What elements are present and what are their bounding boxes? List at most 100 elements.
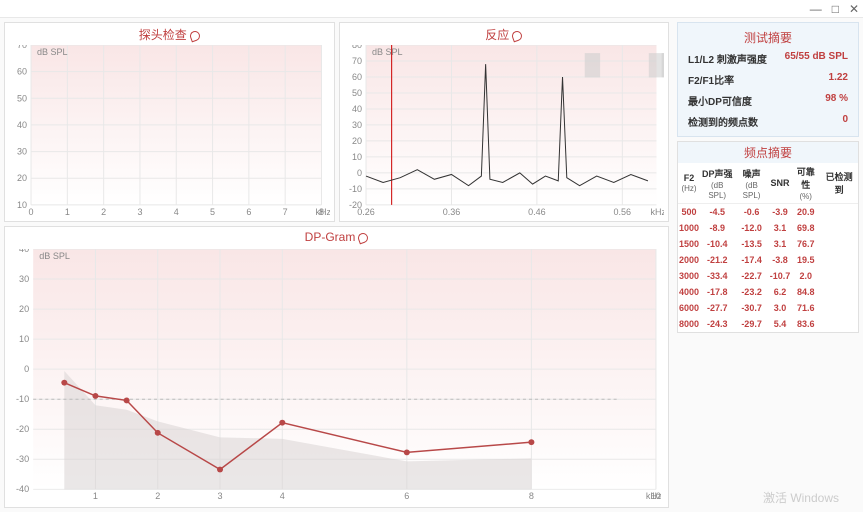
svg-text:0.36: 0.36	[442, 207, 460, 217]
freq-title: 频点摘要	[678, 142, 858, 163]
table-cell: -29.7	[734, 316, 768, 332]
test-summary-panel: 测试摘要 L1/L2 刺激声强度65/55 dB SPLF2/F1比率1.22最…	[677, 22, 859, 137]
svg-text:4: 4	[174, 207, 179, 217]
table-row: 8000-24.3-29.75.483.6	[678, 316, 858, 332]
svg-text:1: 1	[93, 491, 98, 501]
svg-text:2: 2	[101, 207, 106, 217]
svg-text:20: 20	[19, 304, 29, 314]
table-header: 噪声(dB SPL)	[734, 163, 768, 204]
dpgram-title: DP-Gram	[305, 230, 356, 244]
window-titlebar: — □ ✕	[0, 0, 863, 18]
table-cell: 69.8	[791, 220, 820, 236]
minimize-button[interactable]: —	[810, 2, 822, 16]
table-cell: 76.7	[791, 236, 820, 252]
freq-summary-panel: 频点摘要 F2(Hz)DP声强(dB SPL)噪声(dB SPL)SNR可靠性(…	[677, 141, 859, 333]
table-cell: 8000	[678, 316, 700, 332]
summary-row: F2/F1比率 1.22	[682, 69, 854, 90]
table-cell: 3.1	[769, 236, 792, 252]
svg-text:20: 20	[17, 173, 27, 183]
svg-text:8: 8	[529, 491, 534, 501]
table-cell	[820, 252, 858, 268]
svg-text:-30: -30	[16, 454, 29, 464]
summary-label: 检测到的频点数	[688, 114, 758, 129]
table-cell: -21.2	[700, 252, 734, 268]
summary-row: L1/L2 刺激声强度65/55 dB SPL	[682, 48, 854, 69]
table-cell: -3.9	[769, 204, 792, 221]
summary-label: L1/L2 刺激声强度	[688, 51, 767, 66]
table-cell: -4.5	[700, 204, 734, 221]
table-cell	[820, 204, 858, 221]
table-row: 1500-10.4-13.53.176.7	[678, 236, 858, 252]
svg-text:40: 40	[352, 104, 362, 114]
maximize-button[interactable]: □	[832, 2, 839, 16]
table-header: DP声强(dB SPL)	[700, 163, 734, 204]
table-cell: -17.8	[700, 284, 734, 300]
table-cell: -13.5	[734, 236, 768, 252]
svg-text:40: 40	[17, 120, 27, 130]
dpgram-ylabel: dB SPL	[39, 251, 70, 261]
svg-text:-40: -40	[16, 484, 29, 494]
probe-ylabel: dB SPL	[37, 47, 68, 57]
table-cell: 1500	[678, 236, 700, 252]
freq-table: F2(Hz)DP声强(dB SPL)噪声(dB SPL)SNR可靠性(%)已检测…	[678, 163, 858, 332]
table-row: 4000-17.8-23.26.284.8	[678, 284, 858, 300]
svg-text:60: 60	[17, 67, 27, 77]
ear-icon	[188, 29, 201, 42]
summary-label: F2/F1比率	[688, 72, 734, 87]
svg-text:0: 0	[29, 207, 34, 217]
table-header: 可靠性(%)	[791, 163, 820, 204]
svg-text:10: 10	[352, 152, 362, 162]
table-cell	[820, 284, 858, 300]
summary-label: 最小DP可信度	[688, 93, 752, 108]
summary-value: 98 %	[825, 93, 848, 108]
svg-text:50: 50	[352, 88, 362, 98]
svg-text:3: 3	[137, 207, 142, 217]
table-header: F2(Hz)	[678, 163, 700, 204]
probe-check-panel: 探头检查 10203040506070012345678 dB SPL kHz	[4, 22, 335, 222]
table-cell: -10.7	[769, 268, 792, 284]
svg-text:3: 3	[217, 491, 222, 501]
table-cell: 71.6	[791, 300, 820, 316]
svg-text:0: 0	[357, 168, 362, 178]
table-cell: 3000	[678, 268, 700, 284]
table-cell: -23.2	[734, 284, 768, 300]
table-cell: 19.5	[791, 252, 820, 268]
summary-value: 1.22	[829, 72, 848, 87]
ear-icon	[357, 231, 370, 244]
table-cell: 3.0	[769, 300, 792, 316]
dpgram-panel: DP-Gram -40-30-20-1001020304012346810 dB…	[4, 226, 669, 508]
response-ylabel: dB SPL	[372, 47, 403, 57]
summary-row: 最小DP可信度 98 %	[682, 90, 854, 111]
dpgram-xlabel: kHz	[646, 491, 662, 501]
table-cell	[820, 268, 858, 284]
response-title: 反应	[485, 28, 509, 42]
svg-text:80: 80	[352, 45, 362, 50]
svg-text:70: 70	[17, 45, 27, 50]
table-cell: 5.4	[769, 316, 792, 332]
svg-text:4: 4	[280, 491, 285, 501]
table-row: 3000-33.4-22.7-10.72.0	[678, 268, 858, 284]
table-cell: -22.7	[734, 268, 768, 284]
table-cell: -12.0	[734, 220, 768, 236]
close-button[interactable]: ✕	[849, 2, 859, 16]
table-cell: -8.9	[700, 220, 734, 236]
probe-xlabel: kHz	[315, 207, 329, 217]
table-cell	[820, 220, 858, 236]
svg-text:0.46: 0.46	[528, 207, 546, 217]
svg-text:30: 30	[17, 147, 27, 157]
svg-text:10: 10	[19, 334, 29, 344]
svg-text:70: 70	[352, 56, 362, 66]
svg-text:40: 40	[19, 249, 29, 254]
table-cell: 83.6	[791, 316, 820, 332]
table-cell: -30.7	[734, 300, 768, 316]
svg-text:60: 60	[352, 72, 362, 82]
summary-value: 0	[842, 114, 848, 129]
svg-text:50: 50	[17, 93, 27, 103]
table-cell: 20.9	[791, 204, 820, 221]
svg-text:0.56: 0.56	[613, 207, 631, 217]
table-cell: 4000	[678, 284, 700, 300]
table-cell	[820, 236, 858, 252]
svg-text:-10: -10	[349, 184, 362, 194]
table-cell: -3.8	[769, 252, 792, 268]
table-cell: 500	[678, 204, 700, 221]
